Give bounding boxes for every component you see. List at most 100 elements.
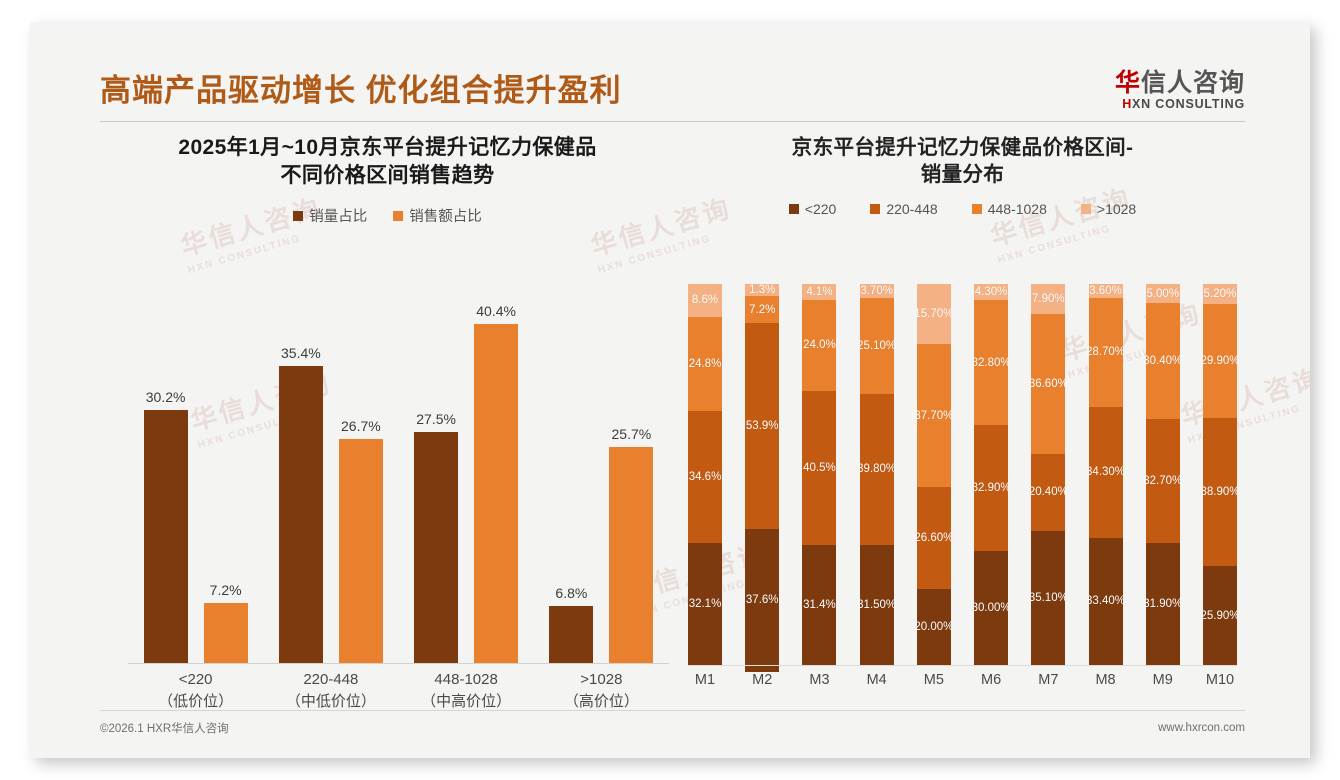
legend-swatch-icon (293, 210, 304, 221)
stack-segment[interactable]: 24.0% (802, 299, 837, 392)
legend-item[interactable]: 销量占比 (293, 205, 367, 226)
bar-group: 27.5% 40.4% (414, 294, 519, 663)
stack-segment[interactable]: 8.6% (688, 284, 722, 317)
x-axis-label: M6 (981, 672, 1002, 688)
bar[interactable] (414, 432, 459, 663)
stacked-bar[interactable]: 4.30% 32.80% 32.90% 30.00% (972, 284, 1011, 665)
stack-segment[interactable]: 32.80% (972, 300, 1011, 426)
stack-segment[interactable]: 30.40% (1143, 303, 1182, 419)
page-title: 高端产品驱动增长 优化组合提升盈利 (100, 73, 622, 108)
stack-segment[interactable]: 38.90% (1200, 417, 1239, 567)
stack-segment[interactable]: 39.80% (857, 393, 896, 546)
stack-segment-label: 25.10% (857, 339, 897, 352)
stack-segment-label: 53.9% (745, 420, 779, 433)
stacked-bar[interactable]: 15.70% 37.70% 26.60% 20.00% (914, 284, 954, 665)
stack-segment[interactable]: 25.90% (1200, 566, 1240, 665)
right-chart-legend: <220 220-448 448-1028 >1028 (680, 201, 1245, 217)
stack-segment[interactable]: 31.4% (802, 545, 837, 665)
stack-segment-label: 25.90% (1200, 609, 1240, 622)
bar-value-label: 7.2% (209, 581, 242, 598)
legend-item[interactable]: >1028 (1080, 201, 1136, 217)
bar[interactable] (474, 324, 519, 663)
stack-segment-label: 3.60% (1089, 284, 1122, 297)
stack-segment[interactable]: 31.90% (1143, 543, 1182, 665)
stack-segment-label: 24.0% (803, 339, 836, 352)
stacked-bar[interactable]: 3.70% 25.10% 39.80% 31.50% (857, 284, 897, 665)
website-text[interactable]: www.hxrcon.com (1158, 722, 1245, 734)
stacked-bar[interactable]: 8.6% 24.8% 34.6% 32.1% (688, 284, 722, 665)
stack-segment[interactable]: 20.00% (914, 588, 953, 665)
bar[interactable] (278, 366, 323, 663)
stack-segment[interactable]: 1.3% (745, 284, 780, 296)
stack-segment-label: 33.40% (1086, 595, 1126, 608)
stack-segment[interactable]: 7.2% (745, 296, 780, 324)
bar-wrapper: 40.4% (474, 294, 519, 663)
stack-segment[interactable]: 40.5% (802, 391, 837, 546)
slide-footer: ©2026.1 HXR华信人咨询 www.hxrcon.com (100, 710, 1245, 736)
stack-segment[interactable]: 37.70% (914, 343, 953, 488)
stack-segment[interactable]: 5.20% (1202, 284, 1237, 304)
stack-segment[interactable]: 7.90% (1031, 284, 1066, 315)
legend-label: 220-448 (886, 201, 938, 218)
stack-segment-label: 31.4% (803, 599, 836, 612)
x-axis-line (688, 665, 1237, 666)
bar[interactable] (203, 602, 248, 663)
legend-item[interactable]: 220-448 (870, 201, 938, 218)
legend-item[interactable]: <220 (788, 201, 836, 217)
stack-segment[interactable]: 53.9% (745, 323, 780, 529)
stack-segment[interactable]: 37.6% (745, 528, 780, 673)
stack-segment[interactable]: 34.30% (1086, 407, 1125, 538)
stack-segment[interactable]: 26.60% (914, 487, 954, 589)
stack-segment[interactable]: 36.60% (1029, 314, 1068, 454)
stack-segment[interactable]: 3.60% (1088, 284, 1123, 298)
stack-segment[interactable]: 29.90% (1200, 303, 1239, 418)
stack-segment[interactable]: 25.10% (857, 298, 897, 394)
stack-segment[interactable]: 31.50% (857, 545, 897, 665)
stack-segment[interactable]: 4.1% (802, 284, 837, 300)
legend-swatch-icon (788, 204, 799, 215)
stacked-bar[interactable]: 5.00% 30.40% 32.70% 31.90% (1143, 284, 1182, 665)
stack-segment-label: 15.70% (914, 307, 954, 320)
legend-label: 销量占比 (309, 209, 368, 226)
bar[interactable] (549, 605, 594, 663)
bar-wrapper: 7.2% (203, 294, 248, 663)
stack-segment-label: 40.5% (803, 462, 836, 475)
stack-segment[interactable]: 32.70% (1143, 418, 1182, 544)
stack-segment[interactable]: 15.70% (914, 284, 954, 344)
stack-segment[interactable]: 28.70% (1086, 297, 1125, 408)
stack-segment[interactable]: 5.00% (1145, 284, 1180, 304)
logo-en-gray: XN CONSULTING (1132, 97, 1245, 112)
right-chart-x-labels: M1 M2 M3 M4 M5 M6 M7 M8 M9 M10 (688, 672, 1237, 688)
legend-item[interactable]: 448-1028 (971, 201, 1047, 217)
stack-segment[interactable]: 20.40% (1029, 453, 1068, 532)
stacked-bar[interactable]: 5.20% 29.90% 38.90% 25.90% (1200, 284, 1240, 665)
bar-value-label: 25.7% (611, 426, 652, 443)
legend-swatch-icon (393, 210, 404, 221)
stack-segment-label: 31.50% (857, 599, 897, 612)
stacked-bar[interactable]: 1.3% 7.2% 53.9% 37.6% (745, 284, 780, 673)
stack-segment[interactable]: 24.8% (688, 316, 722, 412)
stack-segment[interactable]: 32.90% (972, 425, 1011, 551)
stack-segment[interactable]: 34.6% (688, 411, 722, 543)
stack-segment-label: 3.70% (860, 285, 893, 298)
stack-segment[interactable]: 35.10% (1029, 531, 1068, 665)
logo-cn-gray: 信人咨询 (1140, 68, 1245, 97)
stack-segment-label: 26.60% (914, 532, 954, 545)
stacked-bar[interactable]: 3.60% 28.70% 34.30% 33.40% (1086, 284, 1126, 665)
stack-segment[interactable]: 33.40% (1086, 537, 1126, 665)
logo-en-red: H (1122, 97, 1133, 112)
bar-group: 35.4% 26.7% (278, 294, 383, 663)
legend-item[interactable]: 销售额占比 (393, 205, 482, 226)
bar[interactable] (143, 409, 188, 663)
x-axis-label: M3 (809, 672, 830, 688)
stacked-bar[interactable]: 4.1% 24.0% 40.5% 31.4% (802, 284, 837, 665)
bar-wrapper: 27.5% (414, 294, 459, 663)
bar[interactable] (609, 447, 654, 663)
stack-segment[interactable]: 32.1% (688, 542, 722, 665)
stack-segment[interactable]: 30.00% (972, 550, 1011, 665)
stack-segment-label: 5.00% (1146, 287, 1180, 300)
stacked-bar[interactable]: 7.90% 36.60% 20.40% 35.10% (1029, 284, 1068, 665)
bar[interactable] (338, 439, 383, 663)
stack-segment[interactable]: 3.70% (859, 284, 894, 299)
stack-segment[interactable]: 4.30% (974, 284, 1009, 301)
